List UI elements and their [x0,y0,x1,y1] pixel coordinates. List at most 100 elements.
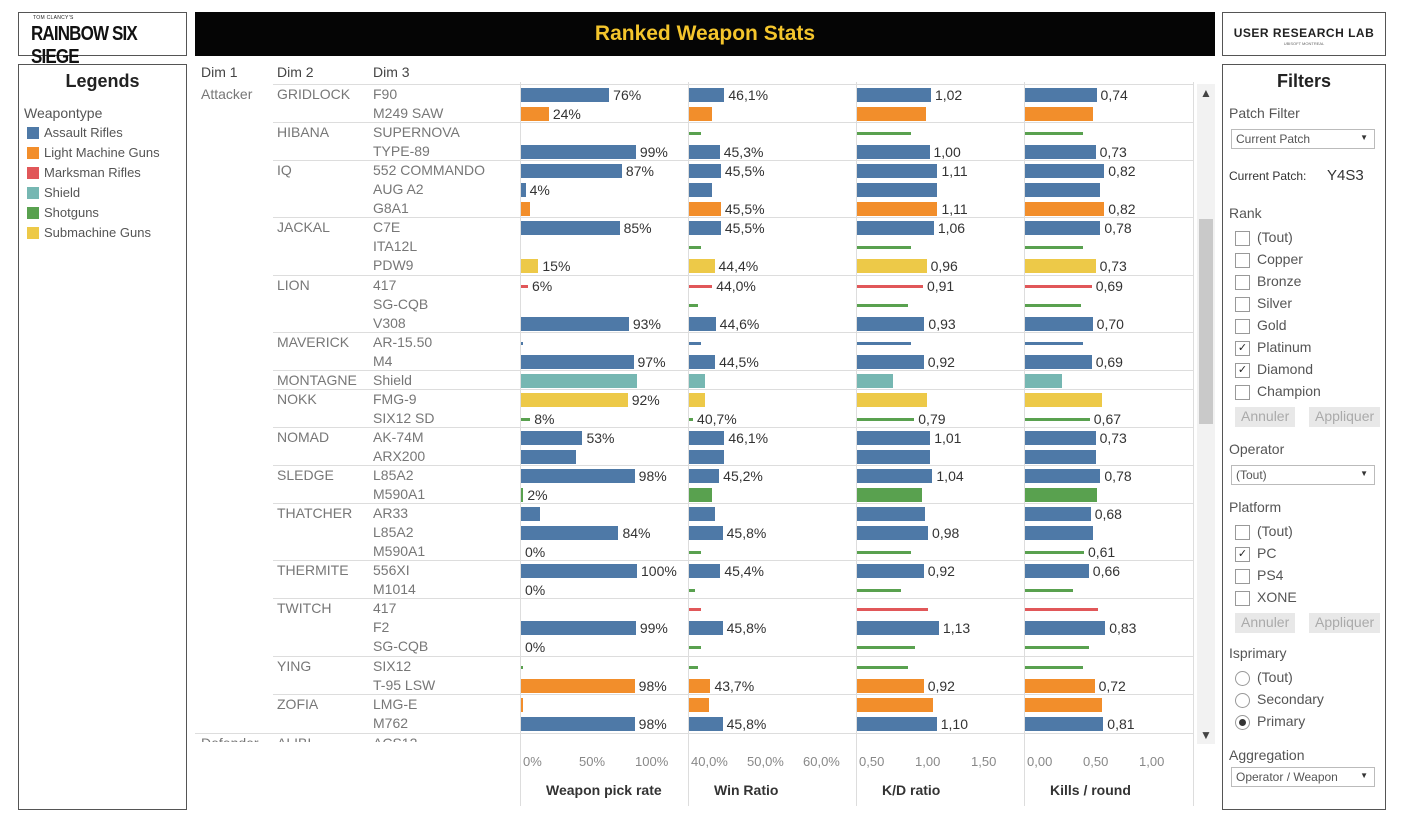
kpr-bar[interactable] [1025,88,1097,102]
platform-cancel-button[interactable]: Annuler [1235,613,1296,633]
kd-bar[interactable] [857,430,931,445]
kpr-bar[interactable] [1025,164,1105,179]
table-scrollbar[interactable]: ▲ ▼ [1197,84,1215,744]
pick-bar[interactable] [521,449,576,464]
pick-bar[interactable] [521,183,526,198]
pick-bar[interactable] [521,221,620,236]
scroll-down-icon[interactable]: ▼ [1200,728,1212,742]
win-bar[interactable] [689,621,723,636]
rank-cancel-button[interactable]: Annuler [1235,407,1296,427]
kpr-bar[interactable] [1025,469,1101,483]
pick-bar[interactable] [521,430,583,445]
pick-bar[interactable] [521,716,635,731]
kpr-bar[interactable] [1025,526,1093,541]
kd-bar[interactable] [857,697,934,712]
pick-bar[interactable] [521,107,549,122]
pick-bar[interactable] [521,259,539,274]
kd-bar[interactable] [857,107,926,122]
kpr-bar[interactable] [1025,507,1091,522]
win-bar[interactable] [689,221,721,236]
kpr-bar[interactable] [1025,132,1083,136]
win-bar[interactable] [689,646,701,650]
win-bar[interactable] [689,164,721,179]
kpr-bar[interactable] [1025,145,1096,160]
win-bar[interactable] [689,354,716,369]
pick-bar[interactable] [521,678,635,693]
kpr-bar[interactable] [1025,341,1083,345]
kpr-bar[interactable] [1025,303,1082,307]
win-bar[interactable] [689,417,694,421]
kpr-bar[interactable] [1025,284,1092,288]
pick-bar[interactable] [521,392,628,407]
pick-bar[interactable] [521,417,531,421]
kd-bar[interactable] [857,589,901,593]
scroll-up-icon[interactable]: ▲ [1200,86,1212,100]
aggregation-dropdown[interactable]: Operator / Weapon ▼ [1231,767,1375,787]
kd-bar[interactable] [857,678,924,693]
win-bar[interactable] [689,88,725,102]
pick-bar[interactable] [521,469,635,483]
win-bar[interactable] [689,145,720,160]
win-bar[interactable] [689,551,701,555]
win-bar[interactable] [689,697,710,712]
win-bar[interactable] [689,449,724,464]
win-bar[interactable] [689,469,720,483]
pick-bar[interactable] [521,284,528,288]
kd-bar[interactable] [857,621,939,636]
pick-bar[interactable] [521,164,622,179]
kpr-bar[interactable] [1025,316,1093,331]
kd-bar[interactable] [857,88,931,102]
kpr-bar[interactable] [1025,449,1096,464]
rank-apply-button[interactable]: Appliquer [1309,407,1381,427]
win-bar[interactable] [689,132,701,136]
kpr-bar[interactable] [1025,246,1083,250]
win-bar[interactable] [689,259,715,274]
kpr-bar[interactable] [1025,183,1101,198]
kpr-bar[interactable] [1025,564,1089,579]
win-bar[interactable] [689,392,706,407]
pick-bar[interactable] [521,488,524,503]
win-bar[interactable] [689,608,701,612]
kd-bar[interactable] [857,132,912,136]
kd-bar[interactable] [857,145,930,160]
win-bar[interactable] [689,107,713,122]
kd-bar[interactable] [857,488,922,503]
win-bar[interactable] [689,678,711,693]
win-bar[interactable] [689,564,721,579]
kd-bar[interactable] [857,303,908,307]
kpr-bar[interactable] [1025,354,1092,369]
win-bar[interactable] [689,488,713,503]
win-bar[interactable] [689,303,698,307]
pick-bar[interactable] [521,621,636,636]
kpr-bar[interactable] [1025,417,1090,421]
pick-bar[interactable] [521,202,531,217]
kd-bar[interactable] [857,469,933,483]
kd-bar[interactable] [857,564,924,579]
kd-bar[interactable] [857,608,929,612]
win-bar[interactable] [689,526,723,541]
kd-bar[interactable] [857,183,937,198]
kd-bar[interactable] [857,259,927,274]
kd-bar[interactable] [857,646,915,650]
kd-bar[interactable] [857,526,929,541]
kpr-bar[interactable] [1025,621,1106,636]
kd-bar[interactable] [857,164,938,179]
kpr-bar[interactable] [1025,665,1083,669]
kd-bar[interactable] [857,392,927,407]
kpr-bar[interactable] [1025,221,1101,236]
kpr-bar[interactable] [1025,107,1093,122]
kpr-bar[interactable] [1025,678,1095,693]
kpr-bar[interactable] [1025,259,1096,274]
kd-bar[interactable] [857,341,912,345]
win-bar[interactable] [689,665,698,669]
kd-bar[interactable] [857,354,924,369]
kd-bar[interactable] [857,246,912,250]
kpr-bar[interactable] [1025,589,1074,593]
kpr-bar[interactable] [1025,430,1096,445]
kd-bar[interactable] [857,373,894,388]
pick-bar[interactable] [521,564,637,579]
pick-bar[interactable] [521,316,629,331]
pick-bar[interactable] [521,373,637,388]
operator-dropdown[interactable]: (Tout) ▼ [1231,465,1375,485]
kd-bar[interactable] [857,665,908,669]
